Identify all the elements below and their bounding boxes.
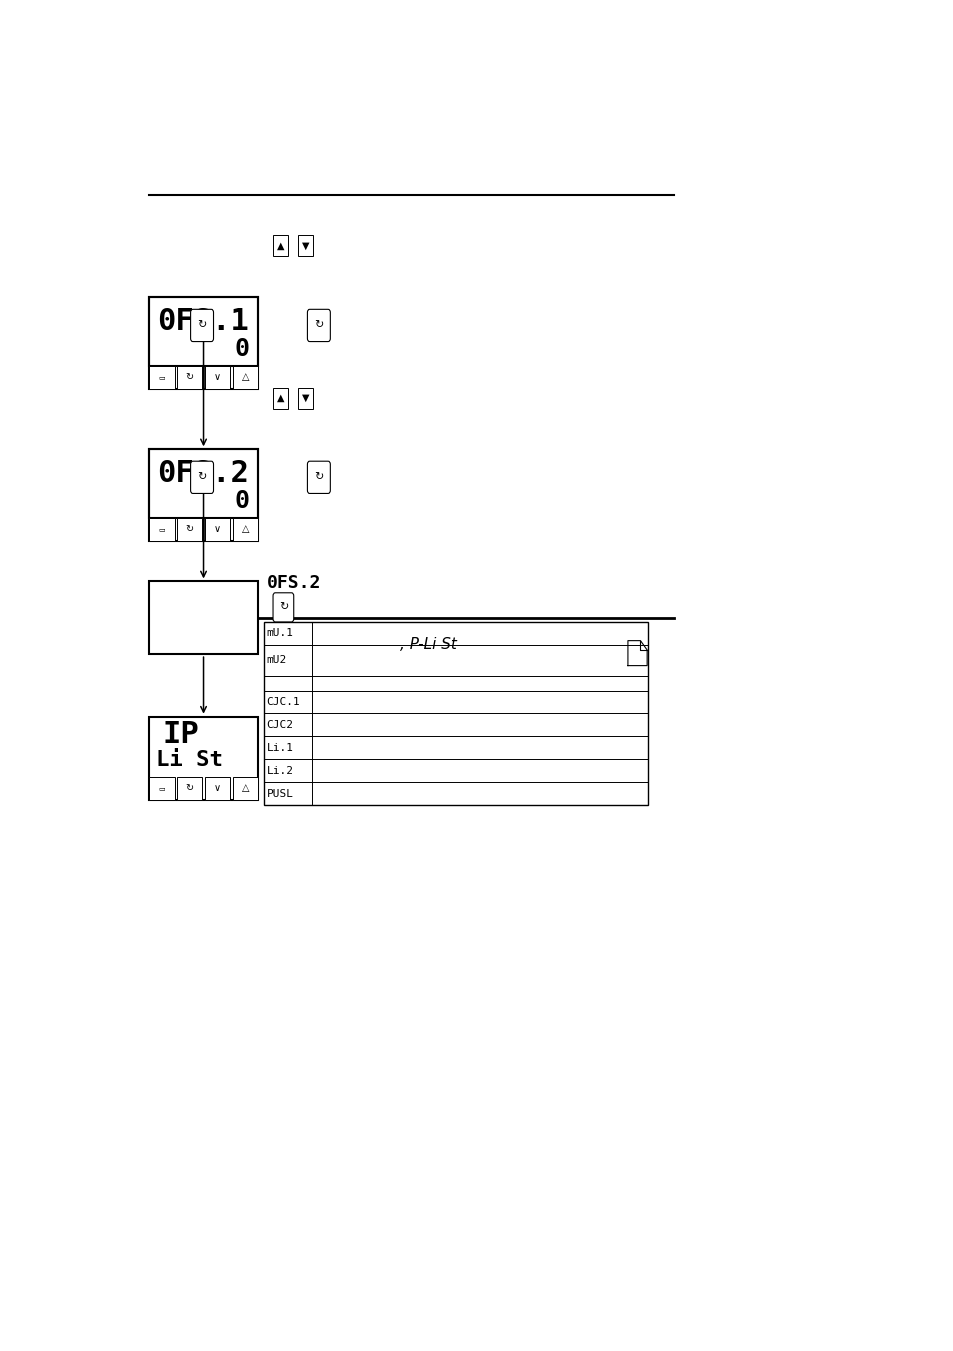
Bar	[149, 366, 174, 389]
Bar	[149, 297, 258, 366]
Bar	[298, 235, 313, 255]
Bar	[149, 581, 258, 654]
FancyBboxPatch shape	[273, 593, 294, 621]
Text: ↻: ↻	[314, 473, 323, 482]
Text: ↻: ↻	[185, 784, 193, 793]
Bar	[273, 235, 288, 255]
Text: ∨: ∨	[213, 784, 221, 793]
Bar	[149, 517, 174, 540]
Text: 0FS.1: 0FS.1	[157, 307, 249, 336]
Text: ▭: ▭	[158, 374, 165, 381]
Text: ∨: ∨	[213, 373, 221, 382]
Text: △: △	[241, 784, 249, 793]
Text: ▲: ▲	[276, 393, 284, 403]
Bar	[298, 388, 313, 408]
Bar	[273, 388, 288, 408]
Bar	[233, 517, 258, 540]
Text: ▼: ▼	[301, 393, 309, 403]
Text: Li St: Li St	[156, 750, 223, 770]
Text: PUSL: PUSL	[266, 789, 294, 798]
Text: ▭: ▭	[158, 785, 165, 792]
Text: ▼: ▼	[301, 240, 309, 250]
Text: ▭: ▭	[158, 527, 165, 532]
Text: ↻: ↻	[197, 473, 207, 482]
Bar	[149, 777, 174, 800]
FancyBboxPatch shape	[191, 461, 213, 493]
Text: IP: IP	[162, 720, 198, 750]
Bar	[264, 621, 647, 805]
Text: ∨: ∨	[213, 524, 221, 535]
Text: mU.1: mU.1	[266, 628, 294, 639]
Bar	[233, 366, 258, 389]
Text: 0FS.2: 0FS.2	[157, 459, 249, 488]
Bar	[149, 450, 258, 540]
Bar	[205, 517, 230, 540]
FancyBboxPatch shape	[307, 309, 330, 342]
Text: △: △	[241, 524, 249, 535]
Text: ↻: ↻	[314, 320, 323, 331]
Text: ↻: ↻	[278, 603, 288, 612]
Text: CJC2: CJC2	[266, 720, 294, 730]
FancyBboxPatch shape	[307, 461, 330, 493]
Text: 0: 0	[234, 489, 250, 513]
Text: CJC.1: CJC.1	[266, 697, 300, 707]
Text: △: △	[241, 373, 249, 382]
Text: ▲: ▲	[276, 240, 284, 250]
Bar	[149, 716, 258, 800]
Bar	[205, 366, 230, 389]
Text: , P-Li St: , P-Li St	[400, 638, 456, 653]
Text: Li.2: Li.2	[266, 766, 294, 775]
Text: 0FS.2: 0FS.2	[267, 574, 321, 592]
FancyBboxPatch shape	[191, 309, 213, 342]
Bar	[176, 366, 202, 389]
Text: ↻: ↻	[185, 524, 193, 535]
Text: ↻: ↻	[185, 373, 193, 382]
Bar	[176, 517, 202, 540]
Text: ↻: ↻	[197, 320, 207, 331]
Text: 0: 0	[234, 336, 250, 361]
Bar	[205, 777, 230, 800]
Bar	[233, 777, 258, 800]
Bar	[176, 777, 202, 800]
Bar	[149, 297, 258, 389]
Text: mU2: mU2	[266, 655, 286, 666]
Bar	[149, 450, 258, 517]
Text: Li.1: Li.1	[266, 743, 294, 753]
